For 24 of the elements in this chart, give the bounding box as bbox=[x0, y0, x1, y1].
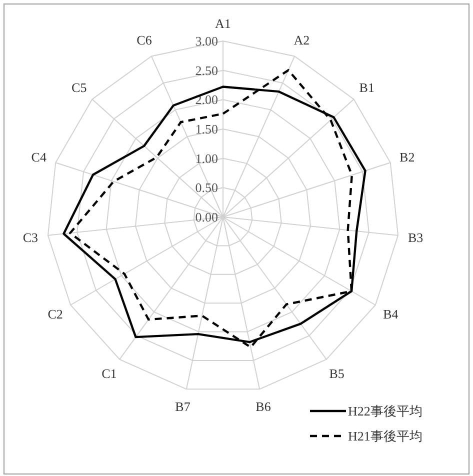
spoke-label: B1 bbox=[359, 80, 374, 96]
spoke-label: B4 bbox=[383, 306, 399, 322]
spoke-label: A1 bbox=[215, 16, 231, 31]
y-tick-label: 2.50 bbox=[195, 62, 218, 78]
spoke-label: C2 bbox=[48, 306, 63, 322]
spoke-label: B5 bbox=[329, 366, 344, 382]
spoke-label: B7 bbox=[175, 398, 191, 414]
spoke-label: C5 bbox=[72, 80, 87, 96]
spoke-label: B2 bbox=[400, 150, 415, 165]
y-tick-label: 0.00 bbox=[195, 210, 218, 225]
legend-label: H21事後平均 bbox=[348, 428, 422, 444]
spoke-label: C6 bbox=[136, 32, 152, 48]
y-tick-label: 0.50 bbox=[195, 180, 218, 196]
spoke-label: B6 bbox=[256, 398, 272, 414]
y-tick-label: 1.50 bbox=[195, 122, 218, 137]
spoke-label: C1 bbox=[102, 366, 117, 382]
spoke-label: A2 bbox=[294, 32, 310, 48]
legend-label: H22事後平均 bbox=[348, 404, 422, 419]
spoke-label: C3 bbox=[22, 230, 38, 245]
spoke-label: C4 bbox=[31, 150, 47, 165]
y-tick-label: 1.00 bbox=[195, 150, 218, 166]
spoke-label: B3 bbox=[408, 230, 424, 245]
y-tick-label: 2.00 bbox=[195, 92, 218, 108]
y-tick-label: 3.00 bbox=[195, 34, 218, 49]
